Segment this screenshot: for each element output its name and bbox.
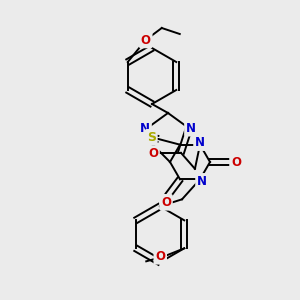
Text: O: O — [141, 34, 151, 46]
Text: N: N — [186, 122, 196, 135]
Text: N: N — [140, 122, 150, 135]
Text: O: O — [231, 155, 241, 169]
Text: N: N — [195, 136, 205, 149]
Text: O: O — [161, 196, 171, 209]
Text: O: O — [155, 250, 165, 263]
Text: S: S — [147, 131, 156, 144]
Text: N: N — [197, 175, 207, 188]
Text: O: O — [148, 147, 158, 160]
